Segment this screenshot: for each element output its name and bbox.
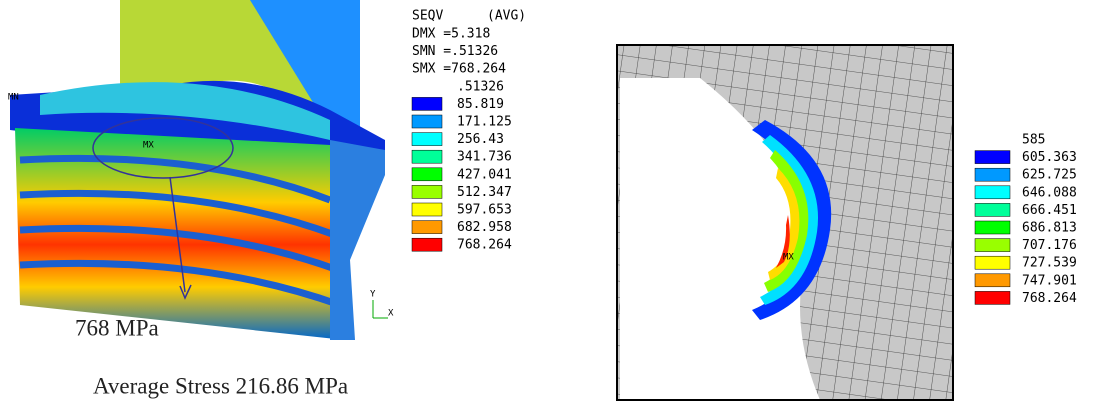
blade-model [10, 0, 388, 340]
legend-label: 85.819 [457, 97, 504, 112]
legend-label: 686.813 [1022, 221, 1077, 236]
legend-stat: SMX =768.264 [412, 62, 506, 77]
legend-stat: DMX =5.318 [412, 27, 490, 42]
legend-swatch [975, 168, 1010, 181]
legend-swatch [412, 150, 442, 163]
legend-header: (AVG) [487, 9, 526, 24]
caption: Average Stress 216.86 MPa [93, 373, 348, 398]
model-label: MX [143, 141, 154, 151]
legend-swatch [975, 256, 1010, 269]
legend-swatch [975, 151, 1010, 164]
mesh-model [617, 45, 953, 400]
legend-swatch [412, 168, 442, 181]
legend-label: 341.736 [457, 150, 512, 165]
legend-label: 256.43 [457, 132, 504, 147]
legend-label: 171.125 [457, 115, 512, 130]
legend-label: 707.176 [1022, 238, 1077, 253]
legend-swatch [975, 186, 1010, 199]
legend-swatch [412, 97, 442, 110]
legend-swatch [975, 203, 1010, 216]
legend-label: 512.347 [457, 185, 512, 200]
legend-label: 585 [1022, 133, 1045, 148]
legend-label: .51326 [457, 79, 504, 94]
legend-swatch [412, 221, 442, 234]
legend-swatch [412, 238, 442, 251]
legend-label: 747.901 [1022, 273, 1077, 288]
legend-label: 605.363 [1022, 150, 1077, 165]
legend-swatch [975, 274, 1010, 287]
legend-swatch [412, 185, 442, 198]
legend-label: 727.539 [1022, 256, 1077, 271]
legend-label: 646.088 [1022, 185, 1077, 200]
model-label: MX [783, 253, 794, 263]
legend-swatch [975, 221, 1010, 234]
legend-swatch [975, 239, 1010, 252]
legend-swatch [975, 291, 1010, 304]
legend-label: 427.041 [457, 167, 512, 182]
legend-swatch [412, 203, 442, 216]
legend-stat: SMN =.51326 [412, 44, 498, 59]
legend-label: 597.653 [457, 203, 512, 218]
legend-header: SEQV [412, 9, 443, 24]
figure: MN MX Y X 768 MPa Average Stress 216.86 … [0, 0, 1120, 403]
axis-label: Y [370, 290, 376, 300]
legend-label: 625.725 [1022, 168, 1077, 183]
legend-label: 682.958 [457, 220, 512, 235]
figure-svg: MN MX Y X 768 MPa Average Stress 216.86 … [0, 0, 1120, 403]
legend-swatch [412, 115, 442, 128]
legend-label: 666.451 [1022, 203, 1077, 218]
axis-label: X [388, 309, 394, 319]
annotation: 768 MPa [75, 315, 159, 340]
model-label: MN [8, 93, 19, 103]
legend-label: 768.264 [457, 238, 512, 253]
legend-label: 768.264 [1022, 291, 1077, 306]
legend-swatch [412, 133, 442, 146]
